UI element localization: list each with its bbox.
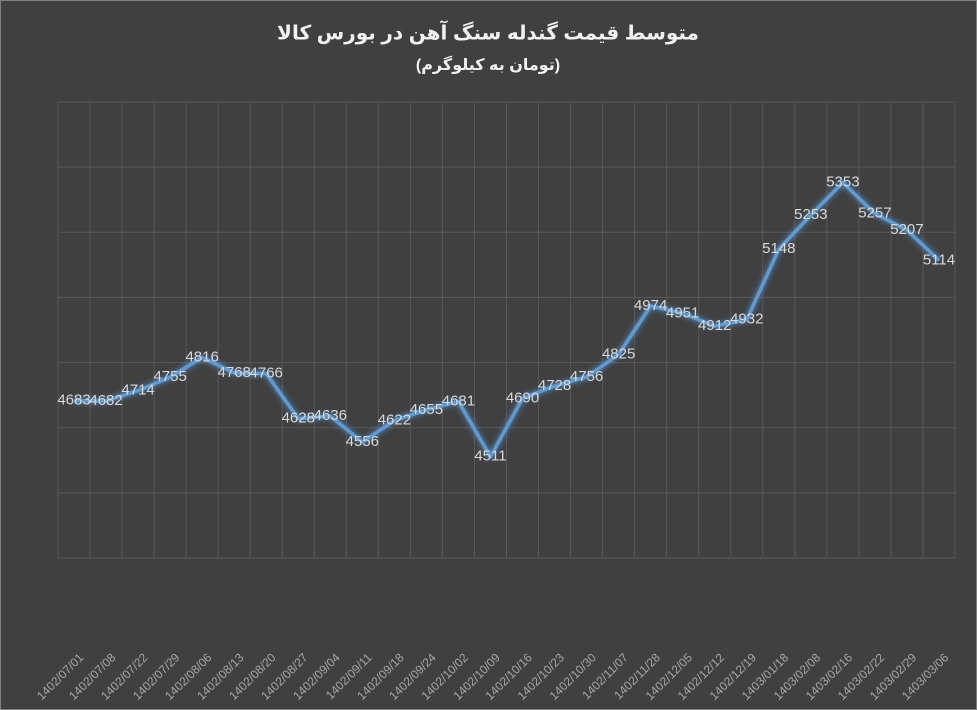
data-label: 5207 <box>890 221 923 238</box>
data-label: 5114 <box>923 251 955 268</box>
data-label: 4628 <box>282 410 315 427</box>
data-label: 4768 <box>218 364 251 381</box>
chart-title: متوسط قیمت گندله سنگ آهن در بورس کالا <box>277 19 699 44</box>
data-label: 4825 <box>602 345 635 362</box>
data-label: 5253 <box>794 206 827 223</box>
data-label: 4682 <box>89 392 122 409</box>
data-label: 4932 <box>730 311 763 328</box>
data-label: 4728 <box>538 377 571 394</box>
data-label: 4755 <box>153 368 186 385</box>
data-label: 4511 <box>474 448 506 465</box>
data-label: 4974 <box>634 297 667 314</box>
data-label: 4951 <box>666 304 699 321</box>
data-label: 5148 <box>762 240 795 257</box>
data-label: 4655 <box>410 401 443 418</box>
data-label: 4622 <box>378 412 411 429</box>
data-label: 4766 <box>250 365 283 382</box>
data-label: 4636 <box>314 407 347 424</box>
data-label: 4714 <box>121 382 154 399</box>
data-label: 5353 <box>826 173 859 190</box>
chart-subtitle: (تومان به کیلوگرم) <box>416 55 560 74</box>
data-label: 4756 <box>570 368 603 385</box>
data-label: 4683 <box>57 392 90 409</box>
data-label: 4912 <box>698 317 731 334</box>
data-label: 4816 <box>185 348 218 365</box>
data-label: 4556 <box>346 433 379 450</box>
data-label: 5257 <box>858 205 891 222</box>
grid <box>57 101 956 559</box>
line <box>74 180 941 459</box>
data-label: 4681 <box>442 392 475 409</box>
data-label: 4690 <box>506 389 539 406</box>
